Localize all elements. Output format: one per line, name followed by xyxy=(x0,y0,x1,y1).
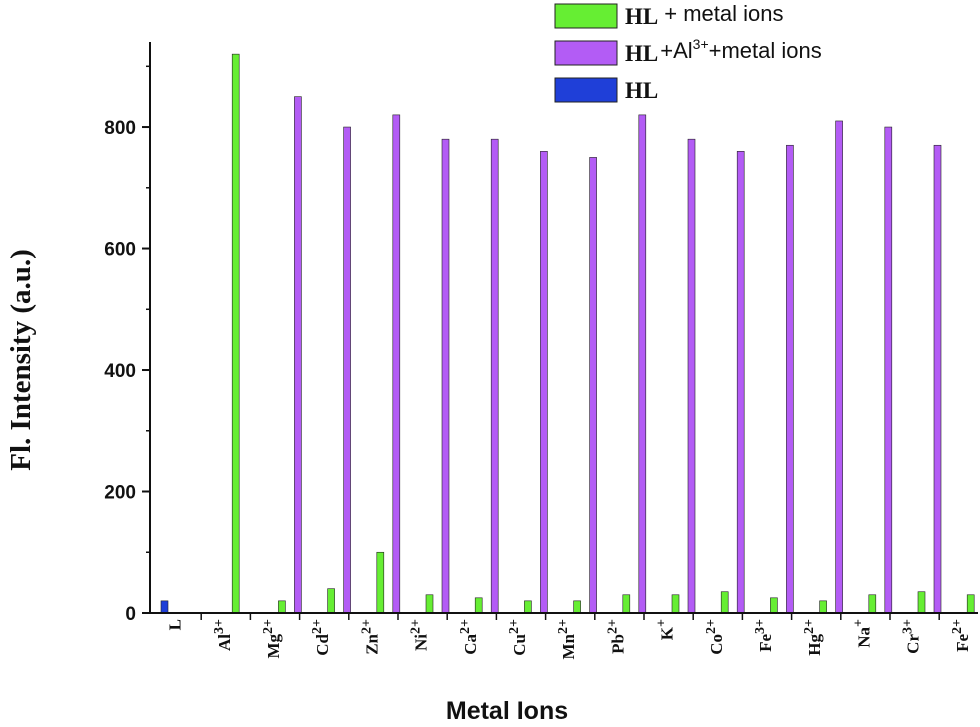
bar-0-Ca2+ xyxy=(474,597,483,614)
legend-swatch-1 xyxy=(554,40,618,66)
bar-1-Ca2+ xyxy=(490,138,499,614)
bar-0-Ni2+ xyxy=(425,594,434,614)
x-tick-label-Co2+: Co2+ xyxy=(704,619,726,655)
y-tick-label-0: 0 xyxy=(125,604,136,625)
x-tick-label-Al3+: Al3+ xyxy=(212,619,234,651)
x-tick-label-K+: K+ xyxy=(655,619,677,640)
x-tick-label-Ca2+: Ca2+ xyxy=(458,619,480,655)
x-tick-label-Pb2+: Pb2+ xyxy=(605,619,627,654)
x-tick-label-Zn2+: Zn2+ xyxy=(359,619,381,655)
bar-1-Na+ xyxy=(884,126,893,614)
x-tick-label-Fe3+: Fe3+ xyxy=(753,619,775,652)
y-tick-label-200: 200 xyxy=(104,483,136,504)
legend-label-0: HL + metal ions xyxy=(625,1,783,29)
x-tick-label-Hg2+: Hg2+ xyxy=(802,619,824,656)
bar-0-Mn2+ xyxy=(573,600,581,614)
bar-1-Pb2+ xyxy=(638,114,647,614)
bar-1-Cu2+ xyxy=(540,151,548,614)
bar-0-Hg2+ xyxy=(819,600,827,614)
x-tick-label-Na+: Na+ xyxy=(851,619,873,648)
bar-1-Co2+ xyxy=(736,151,745,614)
bar-1-Mg2+ xyxy=(294,96,302,614)
bar-0-Pb2+ xyxy=(622,594,631,614)
bar-1-Cd2+ xyxy=(343,126,351,614)
bar-0-Mg2+ xyxy=(278,600,286,614)
bar-1-Hg2+ xyxy=(835,120,843,614)
bar-0-K+ xyxy=(671,594,680,614)
x-tick-label-Cr3+: Cr3+ xyxy=(901,619,923,654)
bar-1-Zn2+ xyxy=(392,114,401,614)
bar-0-Fe3+ xyxy=(770,597,778,614)
bar-1-Mn2+ xyxy=(589,157,597,614)
y-tick-label-600: 600 xyxy=(104,240,136,261)
bar-0-Na+ xyxy=(868,594,877,614)
axes-layer: 0 200 400 600 800 L Al3+ Mg2+ Cd2+ Zn2+ Ni2+ Ca2+ Cu… xyxy=(104,42,978,660)
bar-0-Fe2+ xyxy=(966,594,975,614)
y-tick-label-800: 800 xyxy=(104,118,136,139)
bar-0-Al3+ xyxy=(231,53,240,614)
legend-label-2: HL xyxy=(625,78,658,103)
bar-0-Cd2+ xyxy=(327,588,335,614)
x-tick-label-Ni2+: Ni2+ xyxy=(409,619,431,651)
x-tick-label-Cd2+: Cd2+ xyxy=(310,619,332,656)
legend-label-1: HL+Al3++metal ions xyxy=(625,36,822,66)
bars-layer xyxy=(160,53,975,614)
bar-1-K+ xyxy=(687,138,696,614)
y-axis-title: Fl. Intensity (a.u.) xyxy=(5,249,37,471)
bar-1-Fe3+ xyxy=(786,144,794,614)
x-axis-title: Metal Ions xyxy=(446,697,568,725)
bar-1-Ni2+ xyxy=(441,138,450,614)
x-tick-label-Fe2+: Fe2+ xyxy=(950,619,972,652)
x-tick-label-Mn2+: Mn2+ xyxy=(556,619,578,660)
bar-0-Cr3+ xyxy=(917,591,926,614)
legend-swatch-0 xyxy=(554,3,618,29)
bar-1-Cr3+ xyxy=(933,144,942,614)
legend: HL + metal ions HL+Al3++metal ions HL xyxy=(554,1,822,103)
bar-0-Co2+ xyxy=(720,591,729,614)
x-tick-label-Cu2+: Cu2+ xyxy=(507,619,529,656)
x-tick-label-Mg2+: Mg2+ xyxy=(261,619,283,659)
bar-0-Cu2+ xyxy=(524,600,532,614)
bar-0-Zn2+ xyxy=(376,551,385,614)
x-tick-label-L: L xyxy=(166,619,185,630)
bar-2-L xyxy=(160,600,169,614)
legend-swatch-2 xyxy=(554,77,618,103)
y-tick-label-400: 400 xyxy=(104,361,136,382)
